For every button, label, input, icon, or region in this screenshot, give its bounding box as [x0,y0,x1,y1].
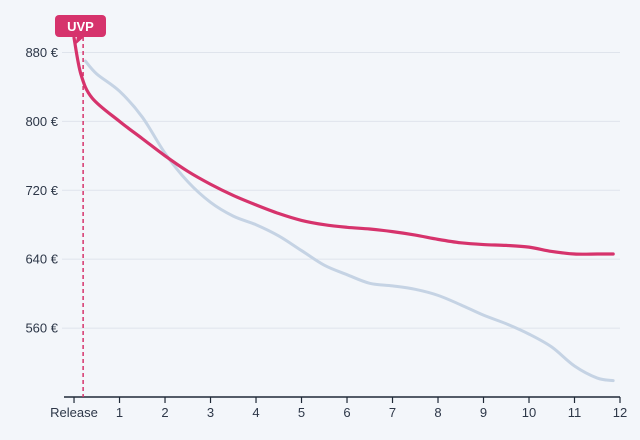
marker-layer: UVP [55,15,106,397]
x-tick-label: Release [50,405,98,420]
y-tick-label: 560 € [25,321,58,336]
x-tick-label: 9 [480,405,487,420]
uvp-badge-label: UVP [67,19,94,34]
axis-layer: 560 €640 €720 €800 €880 €Release 1 2 3 4 5 6 7 8… [25,45,627,420]
x-tick-label: 3 [207,405,214,420]
x-tick-label: 10 [522,405,536,420]
x-tick-label: 8 [434,405,441,420]
x-tick-label: 12 [613,405,627,420]
x-tick-label: 6 [343,405,350,420]
x-tick-label: 2 [161,405,168,420]
series-layer [72,36,615,383]
y-tick-label: 880 € [25,45,58,60]
y-tick-label: 800 € [25,114,58,129]
x-tick-label: 4 [252,405,259,420]
x-tick-label: 7 [389,405,396,420]
x-tick-label: 1 [116,405,123,420]
price-line [72,36,615,256]
uvp-badge-pointer [75,36,86,45]
x-tick-label: 11 [568,405,582,420]
y-tick-label: 720 € [25,183,58,198]
uvp-badge [55,15,106,37]
x-tick-label: 5 [298,405,305,420]
y-tick-label: 640 € [25,252,58,267]
comparison-price-line [83,59,615,383]
grid-layer [62,51,620,329]
